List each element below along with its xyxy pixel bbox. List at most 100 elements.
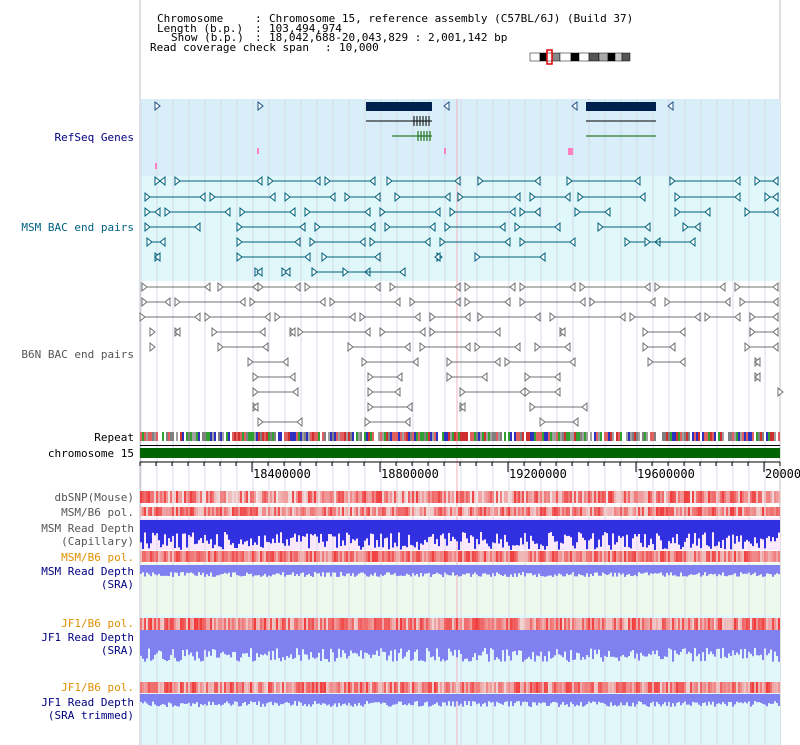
depth-bar bbox=[444, 520, 446, 539]
arrow-mark bbox=[209, 191, 216, 203]
depth-bar bbox=[586, 520, 588, 550]
heat-cell bbox=[186, 491, 188, 503]
depth-bar bbox=[494, 694, 496, 707]
depth-bar bbox=[604, 694, 606, 705]
heat-cell bbox=[306, 507, 308, 516]
depth-bar bbox=[360, 565, 362, 573]
depth-bar bbox=[492, 520, 494, 543]
heat-cell bbox=[698, 551, 700, 562]
heat-cell bbox=[216, 551, 218, 562]
heat-cell bbox=[768, 551, 770, 562]
depth-bar bbox=[600, 565, 602, 576]
arrow-mark bbox=[217, 281, 224, 293]
depth-bar bbox=[308, 565, 310, 574]
heat-cell bbox=[368, 618, 370, 630]
heat-cell bbox=[384, 551, 386, 562]
depth-bar bbox=[178, 565, 180, 576]
heat-cell bbox=[596, 682, 598, 693]
heat-cell bbox=[712, 618, 714, 630]
track-label-msm-depth-sra-sub: (SRA) bbox=[100, 578, 134, 591]
heat-cell bbox=[770, 491, 772, 503]
heat-cell bbox=[544, 682, 546, 693]
depth-bar bbox=[708, 694, 710, 702]
depth-bar bbox=[328, 565, 330, 573]
depth-bar bbox=[606, 520, 608, 534]
depth-bar bbox=[758, 565, 760, 576]
repeat-segment bbox=[656, 432, 658, 441]
depth-bar bbox=[360, 630, 362, 651]
arrow-mark bbox=[144, 191, 151, 203]
depth-bar bbox=[772, 630, 774, 662]
depth-bar bbox=[284, 694, 286, 703]
repeat-segment bbox=[356, 432, 358, 441]
depth-bar bbox=[224, 694, 226, 704]
arrow-mark bbox=[367, 401, 374, 413]
depth-bar bbox=[622, 520, 624, 537]
repeat-segment bbox=[614, 432, 616, 441]
depth-bar bbox=[498, 520, 500, 544]
repeat-segment bbox=[392, 432, 394, 441]
depth-bar bbox=[314, 630, 316, 659]
depth-bar bbox=[240, 694, 242, 707]
depth-bar bbox=[178, 630, 180, 662]
repeat-segment bbox=[412, 432, 414, 441]
heat-cell bbox=[470, 618, 472, 630]
depth-bar bbox=[414, 520, 416, 548]
arrow-mark bbox=[257, 416, 264, 428]
depth-bar bbox=[652, 630, 654, 651]
depth-bar bbox=[330, 565, 332, 577]
heat-cell bbox=[262, 682, 264, 693]
depth-bar bbox=[460, 520, 462, 542]
depth-bar bbox=[728, 520, 730, 536]
depth-bar bbox=[364, 520, 366, 541]
heat-cell bbox=[288, 507, 290, 516]
heat-cell bbox=[204, 491, 206, 503]
depth-bar bbox=[590, 520, 592, 539]
heat-cell bbox=[688, 682, 690, 693]
heat-cell bbox=[750, 618, 752, 630]
depth-bar bbox=[690, 565, 692, 575]
heat-cell bbox=[202, 491, 204, 503]
heat-cell bbox=[258, 682, 260, 693]
depth-bar bbox=[392, 694, 394, 705]
repeat-segment bbox=[258, 432, 260, 441]
heat-cell bbox=[402, 507, 404, 516]
heat-cell bbox=[512, 551, 514, 562]
heat-cell bbox=[686, 618, 688, 630]
heat-cell bbox=[476, 618, 478, 630]
heat-cell bbox=[644, 551, 646, 562]
track-label-refseq: RefSeq Genes bbox=[54, 131, 134, 144]
heat-cell bbox=[298, 682, 300, 693]
heat-cell bbox=[628, 507, 630, 516]
repeat-segment bbox=[500, 432, 502, 441]
heat-cell bbox=[476, 551, 478, 562]
depth-bar bbox=[158, 630, 160, 651]
heat-cell bbox=[280, 551, 282, 562]
depth-bar bbox=[268, 520, 270, 543]
heat-cell bbox=[272, 551, 274, 562]
repeat-segment bbox=[294, 432, 296, 441]
heat-cell bbox=[406, 551, 408, 562]
depth-bar bbox=[446, 565, 448, 575]
heat-cell bbox=[326, 618, 328, 630]
arrow-mark bbox=[282, 356, 289, 368]
heat-cell bbox=[554, 551, 556, 562]
depth-bar bbox=[650, 565, 652, 574]
heat-cell bbox=[408, 507, 410, 516]
heat-cell bbox=[594, 551, 596, 562]
heat-cell bbox=[420, 618, 422, 630]
depth-bar bbox=[164, 565, 166, 576]
depth-bar bbox=[482, 694, 484, 704]
heat-cell bbox=[604, 491, 606, 503]
heat-cell bbox=[570, 618, 572, 630]
heat-cell bbox=[690, 551, 692, 562]
heat-cell bbox=[746, 551, 748, 562]
heat-cell bbox=[314, 491, 316, 503]
heat-cell bbox=[576, 682, 578, 693]
repeat-segment bbox=[664, 432, 666, 441]
heat-cell bbox=[534, 551, 536, 562]
heat-cell bbox=[434, 682, 436, 693]
heat-cell bbox=[616, 618, 618, 630]
heat-cell bbox=[366, 618, 368, 630]
